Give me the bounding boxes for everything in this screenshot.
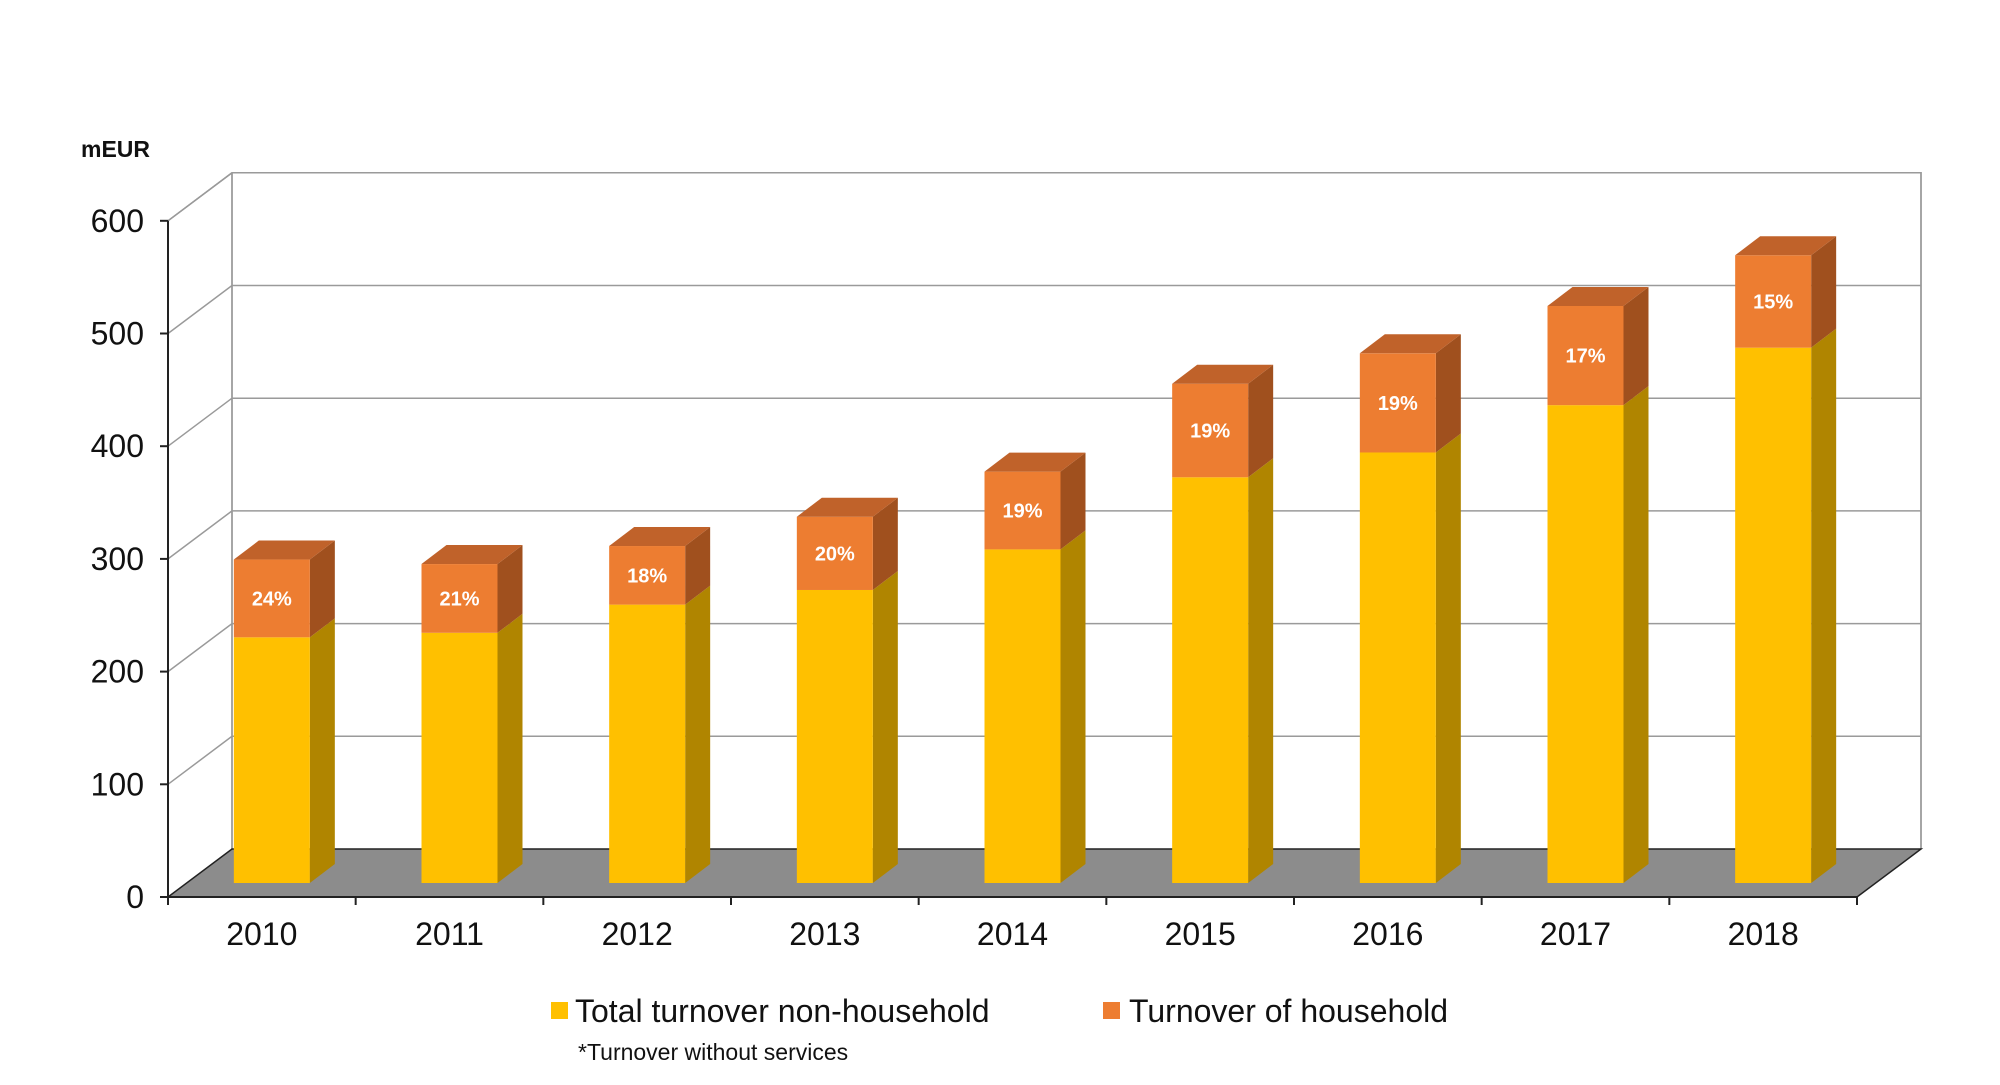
bar-side-non-household-2012 xyxy=(685,585,711,883)
bar-2014 xyxy=(984,452,1086,883)
bar-front-household-2012 xyxy=(609,546,686,605)
bar-side-household-2015 xyxy=(1248,364,1274,478)
gridline-500 xyxy=(167,284,1921,335)
x-tick-label-2014: 2014 xyxy=(977,916,1048,952)
data-label-2017: 17% xyxy=(1565,346,1605,368)
bar-2018 xyxy=(1735,236,1837,883)
legend-swatch-household xyxy=(1103,1002,1120,1019)
bar-front-non-household-2010 xyxy=(233,637,310,883)
legend-label-household: Turnover of household xyxy=(1129,993,1448,1029)
bar-front-non-household-2013 xyxy=(796,589,873,883)
bar-front-non-household-2014 xyxy=(984,549,1061,883)
bar-side-non-household-2015 xyxy=(1248,458,1274,883)
bar-front-non-household-2016 xyxy=(1359,452,1436,883)
bar-front-household-2015 xyxy=(1172,383,1249,478)
bar-top-household-2015 xyxy=(1172,364,1274,384)
data-label-2013: 20% xyxy=(815,543,855,565)
gridline-100 xyxy=(167,735,1921,785)
chart-footnote: *Turnover without services xyxy=(578,1039,848,1065)
chart-gridlines xyxy=(167,172,1921,785)
x-tick-label-2011: 2011 xyxy=(415,916,484,952)
data-label-2011: 21% xyxy=(439,588,479,610)
legend-swatch-non-household xyxy=(551,1002,568,1019)
bar-front-non-household-2017 xyxy=(1547,405,1624,883)
chart-labels: 24% 21% 18% 20% 19% 19% 19% 17% 15% xyxy=(252,291,1794,610)
bar-2016 xyxy=(1359,334,1461,883)
y-tick-label-600: 600 xyxy=(91,203,144,239)
bar-front-household-2013 xyxy=(796,516,873,590)
bar-front-non-household-2018 xyxy=(1735,347,1812,883)
y-tick-label-500: 500 xyxy=(91,316,144,352)
bar-side-non-household-2016 xyxy=(1435,433,1461,883)
bar-top-household-2018 xyxy=(1735,236,1837,256)
bar-2013 xyxy=(796,497,898,883)
bar-side-household-2014 xyxy=(1060,452,1086,550)
chart-legend: Total turnover non-household Turnover of… xyxy=(551,993,1448,1029)
x-tick-label-2015: 2015 xyxy=(1165,916,1236,952)
gridline-200 xyxy=(167,622,1921,673)
data-label-2014: 19% xyxy=(1002,501,1042,523)
bar-2010 xyxy=(233,540,335,883)
gridline-400 xyxy=(167,397,1921,447)
bar-2015 xyxy=(1172,364,1274,883)
bar-front-household-2018 xyxy=(1735,255,1812,348)
bar-front-household-2017 xyxy=(1547,305,1624,406)
bar-side-non-household-2013 xyxy=(872,570,898,883)
bar-side-household-2018 xyxy=(1811,236,1837,348)
y-tick-label-400: 400 xyxy=(91,428,144,464)
x-tick-label-2012: 2012 xyxy=(602,916,673,952)
x-tick-label-2010: 2010 xyxy=(226,916,297,952)
chart-bars xyxy=(233,236,1837,883)
data-label-2012: 18% xyxy=(627,565,667,587)
gridline-300 xyxy=(167,510,1921,560)
data-label-2018: 15% xyxy=(1753,291,1793,313)
bar-top-household-2013 xyxy=(796,497,898,517)
bar-top-household-2010 xyxy=(233,540,335,560)
data-label-2015: 19% xyxy=(1190,421,1230,443)
bar-top-household-2017 xyxy=(1547,286,1649,306)
bar-front-non-household-2011 xyxy=(421,632,498,883)
bar-top-household-2011 xyxy=(421,545,523,565)
data-label-2010: 24% xyxy=(252,588,292,610)
bar-front-non-household-2012 xyxy=(609,604,686,883)
bar-side-household-2012 xyxy=(685,527,711,605)
bar-top-household-2016 xyxy=(1359,334,1461,354)
bar-2012 xyxy=(609,527,711,883)
y-tick-label-100: 100 xyxy=(91,766,144,802)
gridline-600 xyxy=(167,172,1921,222)
bar-2011 xyxy=(421,545,523,883)
x-tick-label-2016: 2016 xyxy=(1352,916,1423,952)
bar-front-household-2016 xyxy=(1359,353,1436,453)
bar-side-household-2017 xyxy=(1623,286,1649,406)
bar-side-non-household-2010 xyxy=(309,618,335,883)
chart-axes: 0 100 200 300 400 500 600 2010 2011 2012 2013 2014 2… xyxy=(91,203,1858,952)
bar-side-non-household-2014 xyxy=(1060,530,1086,883)
bar-2017 xyxy=(1547,286,1649,883)
x-tick-label-2018: 2018 xyxy=(1728,916,1799,952)
bar-front-household-2014 xyxy=(984,471,1061,550)
bar-side-household-2011 xyxy=(497,545,523,633)
bar-side-non-household-2011 xyxy=(497,613,523,883)
x-tick-label-2013: 2013 xyxy=(789,916,860,952)
y-tick-label-0: 0 xyxy=(126,879,144,915)
y-tick-label-200: 200 xyxy=(91,654,144,690)
bar-side-household-2013 xyxy=(872,497,898,590)
bar-top-household-2014 xyxy=(984,452,1086,472)
y-axis-unit-label: mEUR xyxy=(81,136,150,162)
legend-label-non-household: Total turnover non-household xyxy=(575,993,990,1029)
bar-side-household-2016 xyxy=(1435,334,1461,453)
data-label-2016: 19% xyxy=(1378,393,1418,415)
bar-front-household-2010 xyxy=(233,559,310,638)
bar-front-household-2011 xyxy=(421,564,498,633)
bar-top-household-2012 xyxy=(609,527,711,547)
bar-front-non-household-2015 xyxy=(1172,477,1249,883)
bar-side-non-household-2017 xyxy=(1623,386,1649,883)
bar-side-household-2010 xyxy=(309,540,335,638)
bar-side-non-household-2018 xyxy=(1811,328,1837,883)
x-tick-label-2017: 2017 xyxy=(1540,916,1611,952)
y-tick-label-300: 300 xyxy=(91,541,144,577)
